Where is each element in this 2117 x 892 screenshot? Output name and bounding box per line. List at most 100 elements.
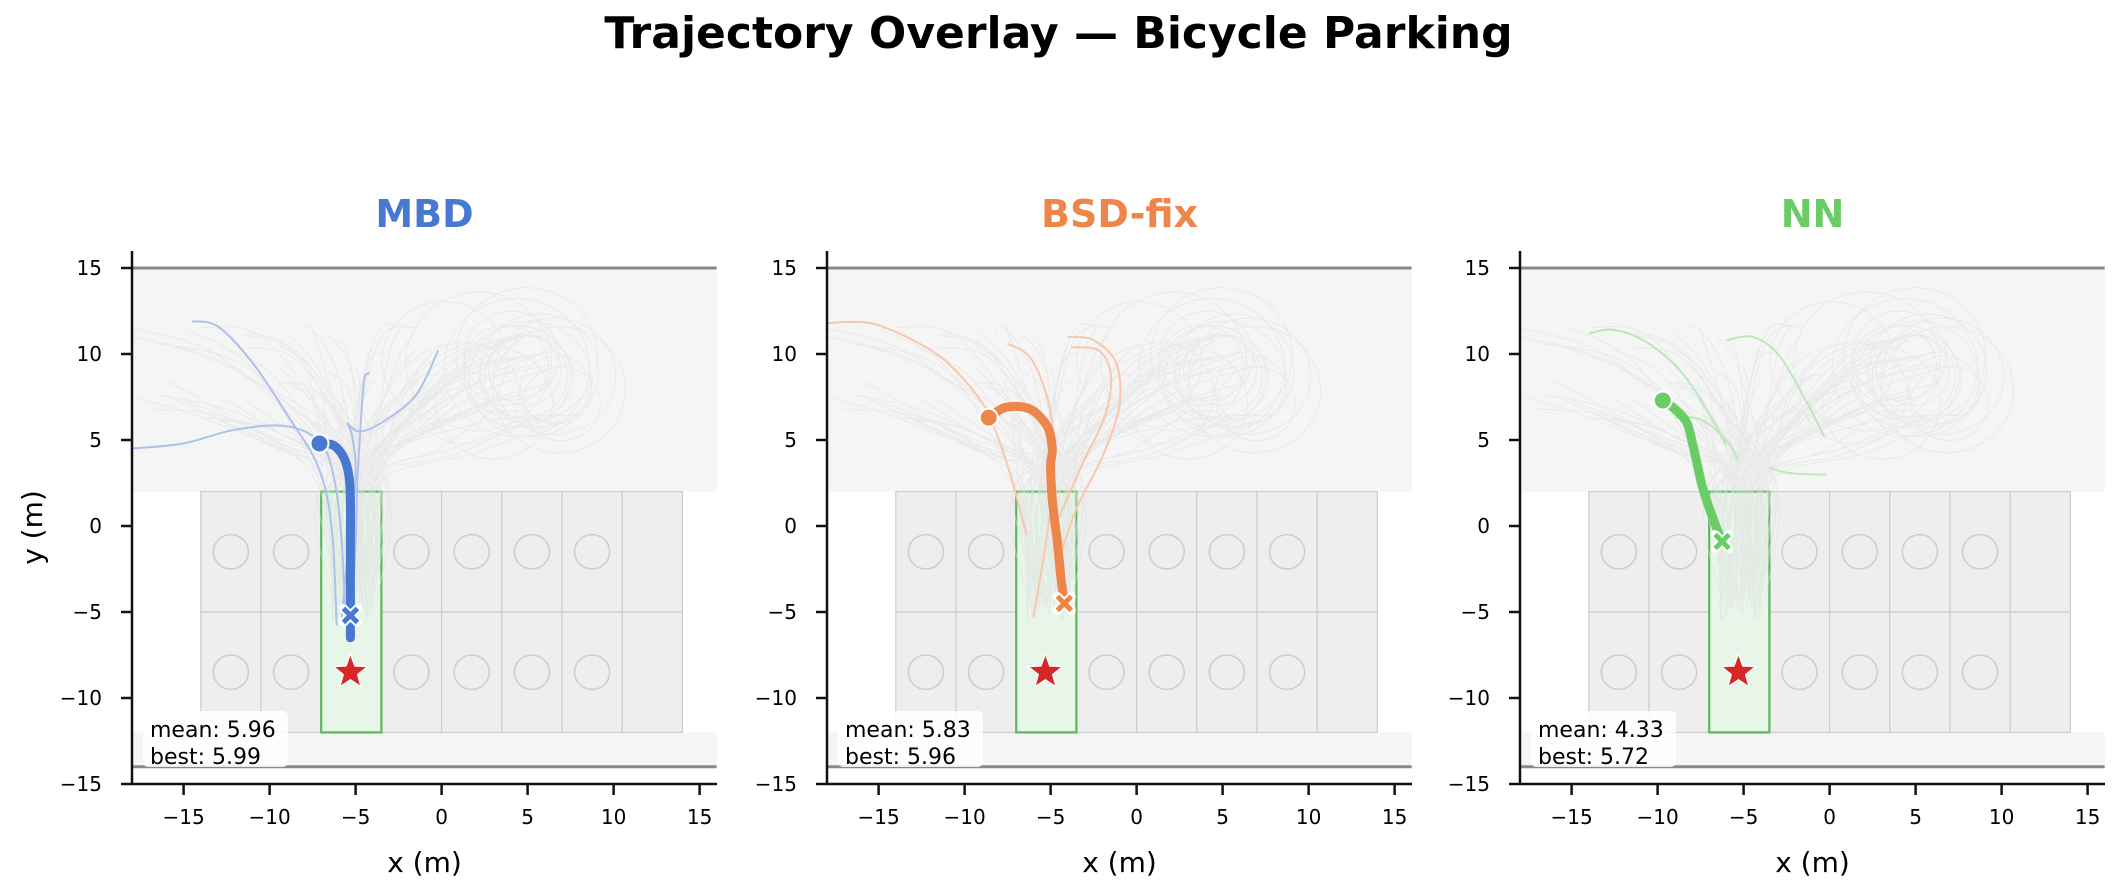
background-loop-trajectory bbox=[1799, 341, 1908, 445]
background-trajectory bbox=[1752, 357, 1818, 576]
background-trajectory bbox=[1041, 394, 1218, 599]
stat-best: best: 5.96 bbox=[845, 745, 956, 770]
parked-bicycle-circle bbox=[1781, 654, 1818, 691]
x-tick-label: −15 bbox=[1550, 805, 1592, 829]
background-trajectory bbox=[1758, 388, 1839, 613]
background-trajectory bbox=[1631, 333, 1758, 605]
background-trajectory bbox=[1065, 388, 1146, 613]
background-loop-trajectory bbox=[1187, 317, 1312, 435]
parking-cell bbox=[1768, 491, 1831, 613]
parked-bicycle-circle bbox=[1268, 654, 1306, 691]
x-tick-label: 10 bbox=[601, 805, 626, 829]
sample-trajectory bbox=[1588, 328, 1728, 446]
x-axis-label: x (m) bbox=[1082, 846, 1157, 879]
parking-cell bbox=[2009, 611, 2071, 734]
background-trajectory bbox=[1742, 349, 1805, 598]
parked-bicycle-circle bbox=[1961, 654, 1999, 691]
upper-road bbox=[1520, 268, 2105, 492]
background-trajectory bbox=[914, 419, 1069, 579]
end-x-marker bbox=[1052, 591, 1076, 615]
parked-bicycle-circle bbox=[1901, 533, 1939, 570]
background-trajectory bbox=[370, 388, 451, 613]
background-trajectory bbox=[1628, 375, 1780, 599]
background-loop-trajectory bbox=[1867, 334, 1956, 419]
parked-bicycle-circle bbox=[513, 533, 551, 570]
parked-bicycle-circle bbox=[907, 654, 945, 691]
background-trajectory bbox=[1734, 394, 1911, 599]
parking-cell bbox=[501, 491, 563, 613]
parked-bicycle-circle bbox=[1208, 654, 1246, 691]
background-trajectory bbox=[1025, 378, 1115, 612]
parking-cell bbox=[895, 491, 957, 613]
stat-mean: mean: 5.83 bbox=[845, 718, 971, 743]
y-tick-label: 5 bbox=[1477, 428, 1490, 452]
x-tick-label: 15 bbox=[2075, 805, 2100, 829]
background-trajectory bbox=[278, 344, 375, 593]
y-tick-label: 10 bbox=[77, 342, 102, 366]
y-tick-label: −10 bbox=[755, 686, 797, 710]
background-loop-trajectory bbox=[519, 355, 593, 425]
parking-cell bbox=[1889, 611, 1951, 734]
x-tick-label: 0 bbox=[1130, 805, 1143, 829]
x-tick-label: 0 bbox=[435, 805, 448, 829]
y-tick-label: 5 bbox=[784, 428, 797, 452]
parking-cell bbox=[1256, 611, 1318, 734]
parked-bicycle-circle bbox=[453, 533, 490, 570]
start-marker bbox=[309, 433, 330, 454]
background-loop-trajectory bbox=[492, 317, 617, 435]
x-axis-label: x (m) bbox=[387, 846, 462, 879]
parked-bicycle-circle bbox=[967, 654, 1005, 691]
plot-area bbox=[132, 266, 717, 769]
background-trajectory bbox=[1760, 398, 1784, 579]
background-loop-trajectory bbox=[1158, 325, 1267, 428]
sample-trajectory bbox=[1058, 346, 1113, 518]
parked-bicycle-circle bbox=[272, 654, 310, 691]
background-trajectory bbox=[1608, 419, 1743, 592]
start-marker bbox=[1652, 390, 1673, 411]
background-trajectory bbox=[881, 401, 1056, 611]
parking-cell bbox=[1135, 491, 1198, 613]
stat-best: best: 5.99 bbox=[150, 745, 261, 770]
parking-cell bbox=[1135, 611, 1198, 734]
y-tick-label: −5 bbox=[1461, 600, 1490, 624]
parked-bicycle-circle bbox=[1088, 533, 1125, 570]
y-tick-label: 10 bbox=[772, 342, 797, 366]
parking-cell bbox=[1648, 611, 1710, 734]
parked-bicycle-circle bbox=[272, 533, 310, 570]
y-tick-label: −5 bbox=[768, 600, 797, 624]
background-trajectory bbox=[1718, 378, 1808, 612]
stats-box-bg bbox=[838, 711, 983, 767]
background-trajectory bbox=[1734, 416, 1927, 603]
parked-bicycle-circle bbox=[573, 533, 611, 570]
parked-bicycle-circle bbox=[453, 654, 490, 691]
goal-star-icon bbox=[331, 652, 370, 689]
parking-cell bbox=[501, 611, 563, 734]
x-tick-label: −5 bbox=[341, 805, 370, 829]
goal-star-icon bbox=[1026, 652, 1065, 689]
parked-bicycle-circle bbox=[1268, 533, 1306, 570]
background-trajectory bbox=[165, 342, 384, 574]
end-x-stroke bbox=[1713, 532, 1731, 551]
parked-bicycle-circle bbox=[393, 654, 430, 691]
background-loop-trajectory bbox=[468, 320, 592, 438]
background-loop-trajectory bbox=[1856, 320, 1980, 438]
x-tick-label: 15 bbox=[687, 805, 712, 829]
background-trajectory bbox=[1520, 336, 1766, 619]
x-tick-label: −15 bbox=[857, 805, 899, 829]
parking-cell bbox=[561, 611, 623, 734]
parking-cell bbox=[260, 491, 322, 613]
parking-cell bbox=[621, 491, 684, 613]
parked-bicycle-circle bbox=[1961, 533, 1999, 570]
goal-star-icon bbox=[1719, 652, 1758, 689]
background-trajectory bbox=[245, 331, 389, 586]
background-loop-trajectory bbox=[492, 326, 627, 454]
background-trajectory bbox=[1733, 345, 1762, 601]
background-loop-trajectory bbox=[1793, 291, 1941, 432]
background-trajectory bbox=[330, 355, 524, 603]
background-loop-trajectory bbox=[1100, 291, 1248, 432]
parked-bicycle-circle bbox=[1841, 654, 1878, 691]
background-trajectory bbox=[240, 375, 392, 599]
